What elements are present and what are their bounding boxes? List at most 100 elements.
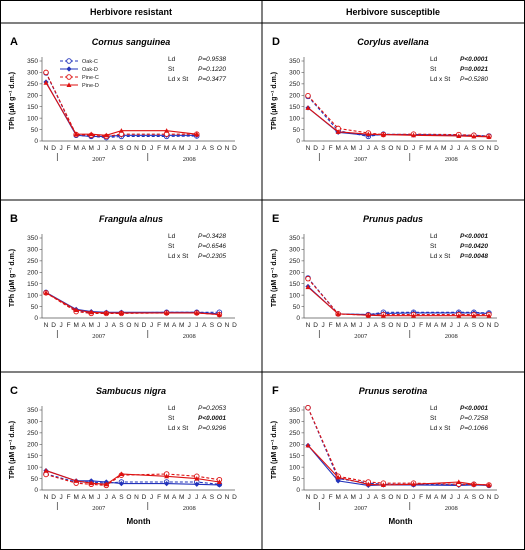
data-point-pine-d [411, 481, 417, 487]
x-tick-label: D [232, 494, 237, 501]
stat-term: St [430, 415, 436, 422]
y-tick-label: 200 [27, 269, 38, 276]
data-point-pine-d [103, 481, 109, 487]
x-tick-label: M [351, 494, 356, 501]
y-tick-label: 300 [27, 247, 38, 254]
y-tick-label: 200 [27, 92, 38, 99]
y-tick-label: 250 [289, 81, 300, 88]
data-point-pine-d [103, 132, 109, 138]
year-label: 2008 [183, 156, 196, 163]
x-tick-label: A [344, 145, 349, 152]
x-tick-label: J [321, 322, 324, 329]
x-tick-label: J [59, 145, 62, 152]
stat-p-value: P=0.9296 [198, 425, 226, 432]
y-axis-label: TPh (µM g⁻¹ d.m.) [271, 249, 278, 307]
x-tick-label: F [329, 494, 333, 501]
data-point-pine-c [305, 275, 311, 282]
x-tick-label: J [188, 322, 191, 329]
panel-title: Cornus sanguinea [92, 37, 171, 47]
x-tick-label: J [367, 322, 370, 329]
stat-p-value: P=0.0420 [460, 243, 488, 250]
x-tick-label: S [119, 494, 124, 501]
data-point-pine-d [73, 131, 79, 137]
y-tick-label: 300 [27, 70, 38, 77]
stat-p-value: P=0.6546 [198, 243, 226, 250]
x-tick-label: D [142, 145, 147, 152]
x-tick-label: A [434, 494, 439, 501]
x-tick-label: D [313, 494, 318, 501]
x-tick-label: D [142, 494, 147, 501]
x-tick-label: M [164, 494, 169, 501]
data-point-pine-d [88, 131, 94, 137]
x-tick-label: J [97, 322, 100, 329]
panel-title: Sambucus nigra [96, 386, 166, 396]
stat-term: St [430, 243, 436, 250]
x-tick-label: J [150, 322, 153, 329]
x-tick-label: N [306, 494, 311, 501]
y-tick-label: 350 [27, 407, 38, 414]
data-point-pine-d [305, 284, 311, 290]
panel-f: F Prunus serotina TPh (µM g⁻¹ d.m.) 0 50 100 1… [271, 385, 499, 526]
x-tick-label: A [82, 322, 87, 329]
data-point-pine-d [411, 132, 417, 138]
x-tick-label: A [464, 145, 469, 152]
y-tick-label: 50 [293, 476, 301, 483]
x-tick-label: D [404, 322, 409, 329]
header-herbivore-susceptible: Herbivore susceptible [346, 7, 440, 17]
stat-p-value: P=0.2305 [198, 253, 226, 260]
x-tick-label: M [164, 322, 169, 329]
panel-letter: A [10, 36, 18, 48]
y-tick-label: 50 [293, 127, 301, 134]
x-tick-label: M [426, 322, 431, 329]
x-tick-label: N [225, 494, 230, 501]
y-tick-label: 0 [296, 315, 300, 322]
x-tick-label: J [97, 145, 100, 152]
x-tick-label: N [44, 322, 49, 329]
x-tick-label: N [134, 145, 139, 152]
y-tick-label: 300 [289, 247, 300, 254]
x-tick-label: A [434, 145, 439, 152]
stat-p-value: P=0.9538 [198, 56, 226, 63]
data-point-pine-d [43, 290, 49, 295]
panel-title: Frangula alnus [99, 214, 163, 224]
data-point-pine-c [305, 92, 311, 99]
x-tick-label: J [367, 145, 370, 152]
y-tick-label: 50 [31, 304, 39, 311]
stat-p-value: P=0.5280 [460, 76, 488, 83]
x-tick-label: A [112, 322, 117, 329]
x-tick-label: N [44, 494, 49, 501]
x-tick-label: J [457, 322, 460, 329]
data-point-pine-d [194, 475, 200, 481]
y-tick-label: 200 [27, 441, 38, 448]
panel-letter: C [10, 385, 18, 397]
x-tick-label: N [44, 145, 49, 152]
x-tick-label: O [479, 494, 484, 501]
x-tick-label: J [321, 145, 324, 152]
x-tick-label: O [388, 494, 393, 501]
x-tick-label: D [313, 145, 318, 152]
y-tick-label: 150 [289, 281, 300, 288]
y-tick-label: 100 [27, 464, 38, 471]
panel-d: D Corylus avellana TPh (µM g⁻¹ d.m.) 0 50 100… [271, 36, 499, 163]
y-tick-label: 250 [289, 258, 300, 265]
y-tick-label: 200 [289, 269, 300, 276]
data-point-pine-d [456, 313, 462, 318]
data-point-pine-d [88, 480, 94, 486]
data-point-oak-d [164, 481, 170, 487]
data-point-pine-d [118, 128, 124, 133]
year-label: 2008 [183, 333, 196, 340]
year-label: 2007 [354, 156, 368, 163]
panel-letter: E [272, 213, 279, 225]
panel-letter: D [272, 36, 280, 48]
series-line-pine-c [307, 407, 489, 486]
x-tick-label: J [97, 494, 100, 501]
series-line-pine-d [307, 107, 489, 138]
data-point-pine-d [43, 80, 49, 85]
x-tick-label: O [126, 322, 131, 329]
x-tick-label: J [195, 322, 198, 329]
x-tick-label: D [313, 322, 318, 329]
x-tick-label: A [82, 145, 87, 152]
x-tick-label: F [419, 494, 423, 501]
x-tick-label: M [179, 322, 184, 329]
